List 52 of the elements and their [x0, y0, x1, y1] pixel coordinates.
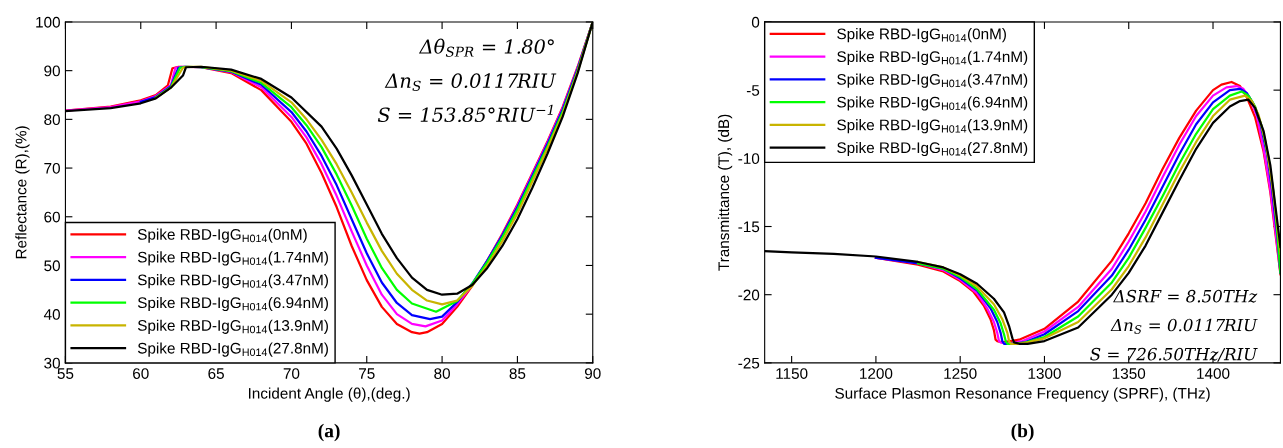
- x-tick-label: 1150: [776, 368, 808, 379]
- x-tick-label: 55: [57, 368, 74, 379]
- legend-label: Spike RBD-IgG$_{H014}$(3.47nM): [837, 73, 1028, 88]
- x-tick-label: 80: [434, 368, 450, 379]
- legend-label: Spike RBD-IgG$_{H014}$(0nM): [837, 28, 1006, 43]
- x-tick-label: 1250: [944, 368, 977, 379]
- y-tick-label: -10: [738, 153, 760, 165]
- x-tick-label: 1200: [860, 368, 893, 379]
- y-axis-title: Reflectance (R),(%): [15, 126, 30, 259]
- y-tick-label: -25: [738, 357, 760, 369]
- y-tick-label: -15: [738, 221, 760, 233]
- annotation: Δn$_{S}$ = 0.0117RIU: [1110, 318, 1258, 334]
- annotation: Δn$_{S}$ = 0.0117RIU: [384, 73, 557, 91]
- y-tick-label: 60: [44, 211, 60, 223]
- x-axis-title: Incident Angle (θ),(deg.): [248, 387, 410, 402]
- x-tick-label: 1400: [1197, 368, 1230, 379]
- legend-label: Spike RBD-IgG$_{H014}$(13.9nM): [137, 319, 328, 334]
- legend-label: Spike RBD-IgG$_{H014}$(13.9nM): [837, 119, 1028, 134]
- legend-label: Spike RBD-IgG$_{H014}$(6.94nM): [837, 96, 1028, 111]
- x-tick-label: 70: [283, 368, 300, 379]
- annotation: ΔSRF = 8.50THz: [1113, 289, 1258, 303]
- legend-label: Spike RBD-IgG$_{H014}$(27.8nM): [837, 141, 1028, 157]
- x-tick-label: 1300: [1028, 368, 1061, 379]
- y-tick-label: 30: [44, 357, 60, 369]
- annotation: S = 726.50THz/RIU: [1090, 347, 1258, 362]
- y-tick-label: 90: [44, 65, 60, 77]
- x-tick-label: 65: [208, 368, 224, 379]
- y-tick-label: 50: [44, 260, 60, 272]
- y-tick-label: 70: [44, 162, 60, 174]
- legend-label: Spike RBD-IgG$_{H014}$(1.74nM): [837, 50, 1028, 66]
- y-tick-label: 100: [36, 16, 60, 28]
- y-tick-label: 80: [44, 114, 60, 126]
- x-axis-title: Surface Plasmon Resonance Frequency (SPRF), (THz): [835, 387, 1210, 402]
- legend-label: Spike RBD-IgG$_{H014}$(3.47nM): [137, 274, 328, 289]
- x-tick-label: 75: [359, 368, 375, 379]
- text: (b): [1011, 423, 1034, 442]
- x-tick-label: 60: [133, 368, 149, 379]
- annotation: S = 153.85°RIU$^{−1}$: [377, 104, 553, 123]
- legend-label: Spike RBD-IgG$_{H014}$(6.94nM): [137, 296, 328, 312]
- y-tick-label: -20: [738, 289, 760, 301]
- legend-label: Spike RBD-IgG$_{H014}$(1.74nM): [137, 251, 328, 266]
- legend-label: Spike RBD-IgG$_{H014}$(27.8nM): [137, 342, 328, 357]
- annotation: Δθ$_{SPR}$ = 1.80°: [418, 38, 554, 57]
- legend-label: Spike RBD-IgG$_{H014}$(0nM): [137, 228, 307, 243]
- text: (a): [318, 423, 340, 442]
- x-tick-label: 85: [509, 368, 526, 379]
- y-tick-label: 0: [751, 16, 760, 28]
- y-tick-label: 40: [43, 309, 60, 320]
- x-tick-label: 1350: [1112, 368, 1146, 379]
- y-axis-title: Transmittance (T), (dB): [717, 114, 733, 271]
- y-tick-label: -5: [746, 85, 760, 96]
- x-tick-label: 90: [584, 368, 601, 379]
